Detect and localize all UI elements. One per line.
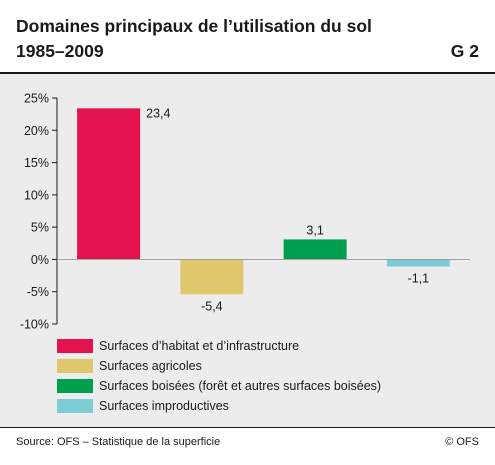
y-tick-label: 20% <box>24 124 49 138</box>
y-tick-label: -5% <box>27 285 49 299</box>
bar-chart: 25% 20% 15% 10% 5% 0% -5% -10% 23,4 -5,4 3,1 -1,1 <box>20 92 470 332</box>
source-note: Source: OFS – Statistique de la superfic… <box>16 436 221 448</box>
legend-label-habitat: Surfaces d’habitat et d’infrastructure <box>99 339 300 353</box>
legend-label-unproductive: Surfaces improductives <box>99 399 229 413</box>
chart-code: G 2 <box>450 41 479 61</box>
top-rule <box>0 72 495 74</box>
legend-swatch-agricultural <box>57 359 93 373</box>
legend-swatch-habitat <box>57 339 93 353</box>
y-tick-label: 25% <box>24 92 49 106</box>
chart-title: Domaines principaux de l’utilisation du … <box>16 16 372 36</box>
bar <box>180 259 244 295</box>
y-tick-label: 10% <box>24 188 49 202</box>
legend-swatch-unproductive <box>57 399 93 413</box>
legend-label-wooded: Surfaces boisées (forêt et autres surfac… <box>99 379 382 393</box>
copyright-note: © OFS <box>445 436 479 448</box>
bar <box>386 259 450 267</box>
y-tick-label: 5% <box>31 221 49 235</box>
y-tick-label: 0% <box>31 253 49 267</box>
bar <box>283 239 347 260</box>
data-label: -1,1 <box>408 272 430 286</box>
legend-swatch-wooded <box>57 379 93 393</box>
chart-header: Domaines principaux de l’utilisation du … <box>0 0 495 70</box>
bar <box>77 108 141 260</box>
data-label: -5,4 <box>201 299 223 313</box>
data-label: 23,4 <box>146 106 170 120</box>
y-tick-label: 15% <box>24 156 49 170</box>
legend-label-agricultural: Surfaces agricoles <box>99 359 202 373</box>
bottom-rule <box>0 427 495 428</box>
data-label: 3,1 <box>306 223 323 237</box>
y-tick-label: -10% <box>20 318 49 332</box>
chart-period: 1985–2009 <box>16 41 104 61</box>
chart-panel: 25% 20% 15% 10% 5% 0% -5% -10% 23,4 -5,4 3,1 -1,1 S… <box>0 74 495 427</box>
